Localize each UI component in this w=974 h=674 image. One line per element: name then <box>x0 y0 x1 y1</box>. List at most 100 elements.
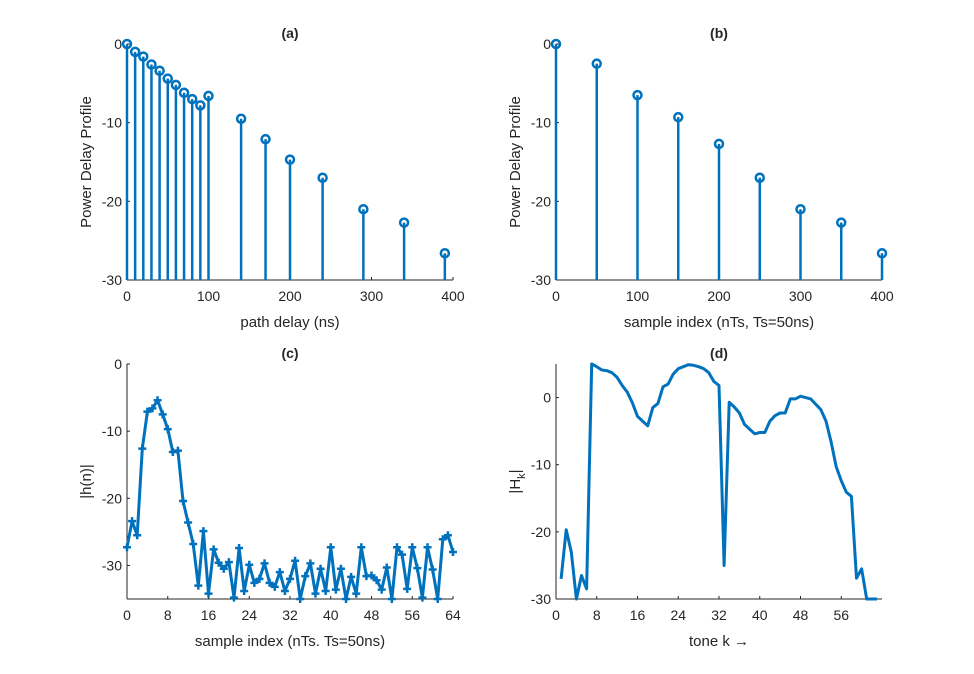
plus-marker <box>301 572 310 581</box>
plus-marker <box>438 535 447 544</box>
stem-marker <box>186 93 198 105</box>
x-tick-label: 0 <box>123 288 131 304</box>
stem-marker <box>162 73 173 84</box>
plus-marker <box>372 576 381 585</box>
stem-marker <box>203 90 214 102</box>
x-tick-label: 16 <box>201 607 217 623</box>
plus-marker <box>306 559 315 568</box>
x-tick-label: 400 <box>441 288 465 304</box>
x-tick-label: 8 <box>593 607 601 623</box>
plus-marker <box>143 407 152 416</box>
plus-marker <box>270 582 279 591</box>
chart-title: (d) <box>710 345 728 361</box>
plus-marker <box>377 585 386 594</box>
chart-title: (b) <box>710 25 728 41</box>
y-tick-label: -10 <box>531 115 551 131</box>
plus-marker <box>413 564 422 573</box>
stem-marker <box>358 203 369 215</box>
plus-marker <box>275 568 284 577</box>
x-tick-label: 200 <box>278 288 302 304</box>
y-tick-label: -30 <box>102 272 122 288</box>
stem-marker <box>129 46 141 58</box>
y-axis-label: |h(n)| <box>78 464 95 498</box>
y-axis-label-main: |H <box>507 479 524 494</box>
plus-marker <box>168 447 177 456</box>
stem-marker <box>170 79 182 91</box>
y-axis-label-subscript: k <box>516 473 528 479</box>
plus-marker <box>382 563 391 572</box>
plus-marker <box>235 543 244 552</box>
plus-marker <box>392 543 401 552</box>
stem-marker <box>121 38 133 50</box>
plus-marker <box>229 593 238 602</box>
plus-marker <box>123 543 131 552</box>
x-tick-label: 0 <box>123 607 131 623</box>
stem-marker <box>235 113 247 124</box>
plus-marker <box>428 565 437 574</box>
plus-marker <box>433 595 442 603</box>
y-tick-label: -20 <box>531 524 551 540</box>
plus-marker <box>153 396 162 405</box>
x-tick-label: 300 <box>789 288 813 304</box>
plus-marker <box>219 564 228 573</box>
stem-marker <box>591 58 602 69</box>
y-tick-label: -30 <box>531 591 551 607</box>
y-axis-label: Power Delay Profile <box>507 96 524 228</box>
y-tick-label: -30 <box>102 557 122 573</box>
y-tick-label: 0 <box>114 356 122 372</box>
x-tick-label: 400 <box>870 288 894 304</box>
plus-marker <box>250 578 259 587</box>
plus-marker <box>179 496 188 505</box>
stem-marker <box>632 89 643 101</box>
plus-marker <box>224 558 233 567</box>
x-tick-label: 16 <box>630 607 646 623</box>
plus-marker <box>214 558 223 567</box>
y-tick-label: -10 <box>102 423 122 439</box>
y-axis-label-end: | <box>507 469 524 473</box>
x-tick-label: 100 <box>197 288 221 304</box>
plus-marker <box>449 548 457 556</box>
plus-marker <box>189 539 198 548</box>
plus-marker <box>260 559 269 568</box>
x-tick-label: 200 <box>707 288 731 304</box>
plus-marker <box>336 564 345 573</box>
x-axis-label: path delay (ns) <box>240 314 339 331</box>
plus-marker <box>184 518 193 527</box>
y-tick-label: -20 <box>102 490 122 506</box>
x-tick-label: 0 <box>552 607 560 623</box>
plus-marker <box>367 571 376 580</box>
series-line <box>559 362 877 601</box>
plus-marker <box>347 572 356 581</box>
panel-a: 0 100 200 300 400 -30 -20 -10 0 (a) path delay (ns… <box>78 25 465 331</box>
x-tick-label: 24 <box>241 607 257 623</box>
stem-marker <box>439 248 451 259</box>
y-tick-label: -30 <box>531 272 551 288</box>
plus-marker <box>280 586 289 595</box>
plus-marker <box>357 543 366 552</box>
x-tick-label: 0 <box>552 288 560 304</box>
stem-marker <box>317 172 328 183</box>
plus-marker <box>331 585 340 594</box>
stem-marker <box>673 111 684 123</box>
x-tick-label: 8 <box>164 607 172 623</box>
stem-marker <box>550 38 562 50</box>
x-tick-label: 24 <box>670 607 686 623</box>
plus-marker <box>398 550 407 559</box>
plus-marker <box>296 595 305 603</box>
stem-marker <box>260 133 271 145</box>
plus-marker <box>387 595 396 603</box>
stem-marker <box>146 59 157 70</box>
panel-d: 0 8 16 24 32 40 48 56 -30 -20 -10 0 (d) tone k → |Hk| <box>507 345 882 650</box>
plus-marker <box>199 527 208 536</box>
plus-marker <box>418 593 427 602</box>
plus-marker <box>128 517 137 526</box>
plus-marker <box>408 543 417 552</box>
plus-marker <box>321 586 330 595</box>
x-tick-label: 40 <box>323 607 339 623</box>
plus-marker <box>204 589 213 598</box>
plus-marker <box>240 586 249 595</box>
stem-marker <box>754 172 765 183</box>
stem-marker <box>836 217 847 228</box>
plus-marker <box>311 589 320 598</box>
series-line <box>125 398 455 601</box>
